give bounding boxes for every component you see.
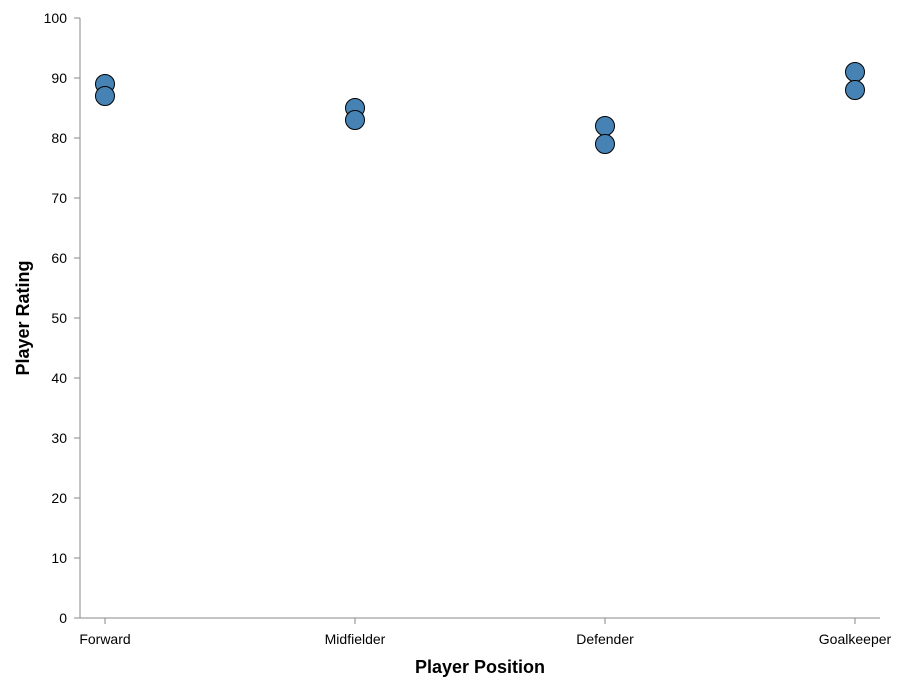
y-tick-label: 90	[51, 70, 67, 86]
x-tick-label-midfielder: Midfielder	[325, 631, 386, 647]
data-point-midfielder-3[interactable]	[345, 110, 365, 130]
data-point-defender-4[interactable]	[595, 116, 615, 136]
x-axis: Forward Midfielder Defender Goalkeeper	[79, 617, 892, 647]
x-tick-label-defender: Defender	[576, 631, 634, 647]
x-tick-label-forward: Forward	[79, 631, 130, 647]
y-tick-label: 60	[51, 250, 67, 266]
y-tick-label: 70	[51, 190, 67, 206]
data-point-defender-5[interactable]	[595, 134, 615, 154]
y-tick-label: 80	[51, 130, 67, 146]
y-axis: 0 10 20 30 40 50 60 70 80 90 100	[44, 10, 81, 626]
y-tick-label: 30	[51, 430, 67, 446]
data-point-goalkeeper-7[interactable]	[845, 80, 865, 100]
x-axis-title: Player Position	[415, 657, 545, 677]
y-tick-label: 40	[51, 370, 67, 386]
y-axis-title: Player Rating	[13, 260, 33, 375]
y-tick-label: 100	[44, 10, 68, 26]
y-tick-label: 50	[51, 310, 67, 326]
data-point-goalkeeper-6[interactable]	[845, 62, 865, 82]
data-points	[95, 62, 865, 154]
y-tick-label: 20	[51, 490, 67, 506]
x-tick-label-goalkeeper: Goalkeeper	[819, 631, 892, 647]
data-point-forward-1[interactable]	[95, 86, 115, 106]
y-tick-label: 0	[59, 610, 67, 626]
y-tick-label: 10	[51, 550, 67, 566]
